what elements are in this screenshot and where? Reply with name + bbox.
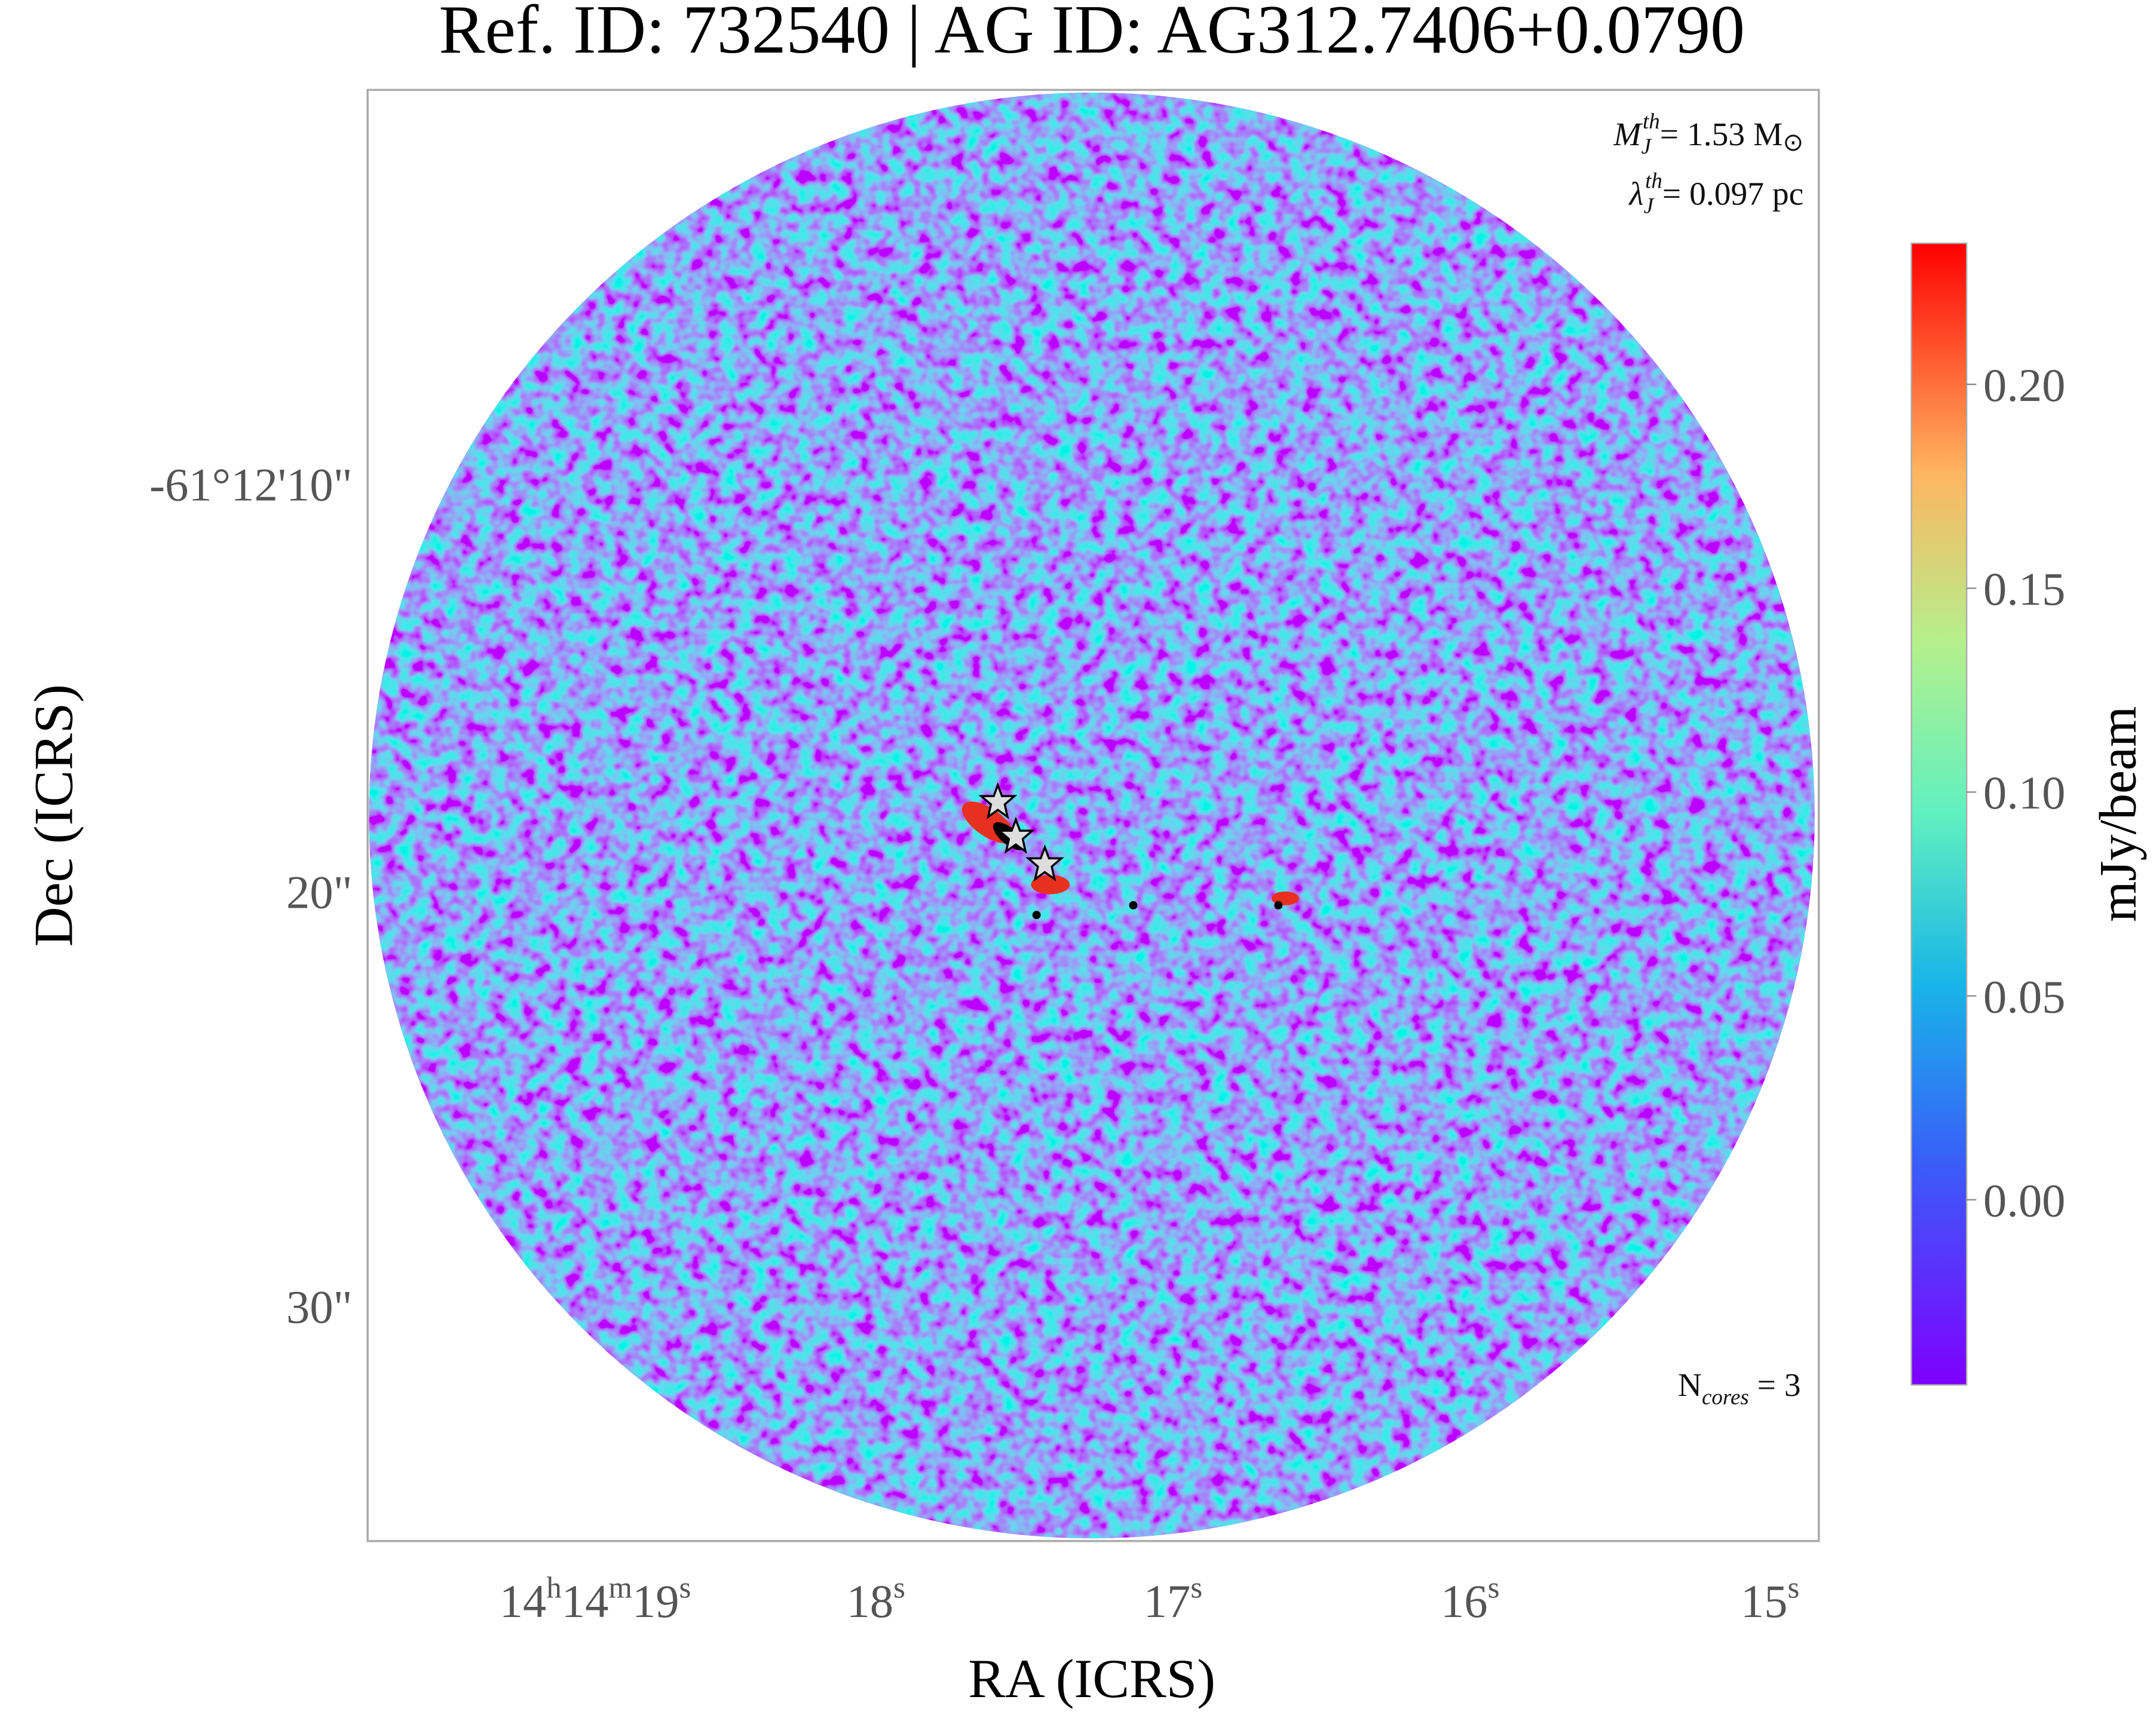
colorbar-tick-label: 0.20 [1983, 360, 2066, 412]
chart-title: Ref. ID: 732540 | AG ID: AG312.7406+0.07… [439, 0, 1745, 68]
colorbar [1910, 242, 1968, 1386]
colorbar-label: mJy/beam [2089, 706, 2147, 922]
x-tick-part: s [893, 1572, 905, 1605]
x-tick-part: 14 [500, 1576, 547, 1628]
x-tick-part: 16 [1441, 1576, 1488, 1628]
x-tick-label: 16s [1441, 1572, 1499, 1628]
y-tick-label: 30" [286, 1281, 353, 1333]
x-tick-part: 18 [846, 1576, 893, 1628]
x-tick-label: 18s [846, 1572, 905, 1628]
x-tick-label: 15s [1741, 1572, 1799, 1628]
core-markers [978, 782, 1064, 882]
colorbar-tick-label: 0.05 [1983, 971, 2066, 1023]
colorbar-tick-label: 0.15 [1983, 564, 2066, 615]
x-tick-label: 17s [1144, 1572, 1202, 1628]
x-tick-part: 19 [632, 1576, 679, 1628]
y-tick-label: -61°12'10" [149, 459, 353, 511]
x-tick-part: m [608, 1572, 632, 1605]
x-tick-part: 17 [1144, 1576, 1191, 1628]
x-tick-part: h [546, 1572, 561, 1605]
x-tick-part: s [1488, 1572, 1500, 1605]
jeans-length: λJth= 0.097 pc [1628, 169, 1804, 219]
x-tick-part: s [1190, 1572, 1202, 1605]
x-tick-part: s [679, 1572, 691, 1605]
x-tick-part: 14 [562, 1576, 609, 1628]
y-tick-label: 20" [286, 867, 353, 919]
x-tick-part: s [1787, 1572, 1799, 1605]
x-tick-label: 14h14m19s [500, 1572, 691, 1628]
y-axis-label: Dec (ICRS) [23, 684, 84, 947]
colorbar-tick-label: 0.10 [1983, 767, 2066, 819]
x-axis-label: RA (ICRS) [968, 1649, 1215, 1710]
colorbar-tick-label: 0.00 [1983, 1175, 2066, 1227]
intensity-map [369, 93, 1815, 1539]
x-tick-part: 15 [1741, 1576, 1788, 1628]
jeans-mass: MJth= 1.53 M⊙ [1613, 109, 1803, 159]
core-count: Ncores = 3 [1678, 1367, 1801, 1410]
plot-frame [366, 88, 1820, 1542]
